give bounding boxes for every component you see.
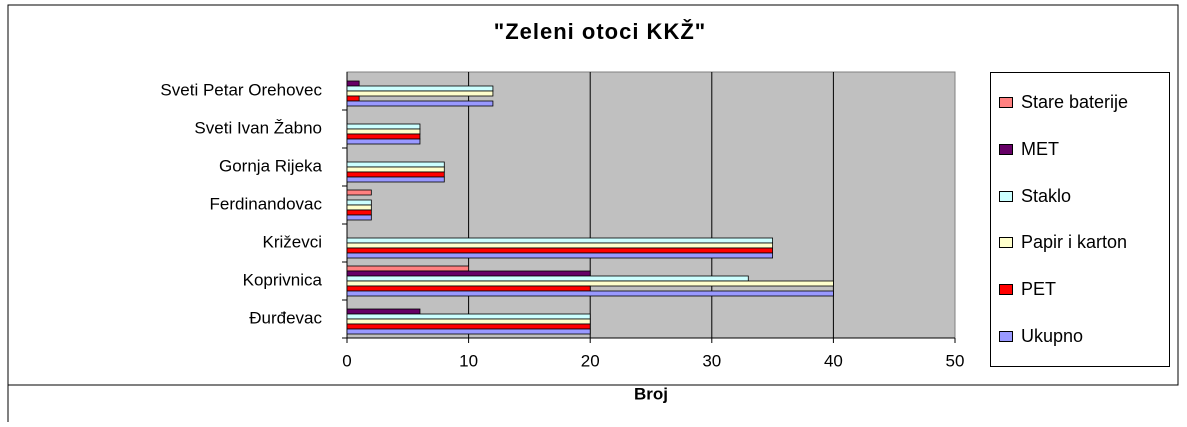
y-tick-label: Sveti Ivan Žabno: [194, 118, 322, 137]
bar: [346, 204, 372, 211]
legend-entry: Stare baterije: [999, 92, 1161, 113]
x-tick-label: 30: [702, 351, 721, 370]
legend-swatch: [999, 237, 1013, 249]
bar: [346, 252, 774, 259]
bar: [346, 209, 372, 216]
legend-entry: MET: [999, 139, 1161, 160]
legend-label: PET: [1021, 279, 1057, 300]
legend: Stare baterije MET Staklo Papir i karton PET…: [990, 72, 1170, 367]
legend-label: Papir i karton: [1021, 232, 1128, 253]
bar: [346, 189, 372, 196]
bar: [346, 171, 445, 178]
bar: [346, 265, 469, 272]
bar: [346, 247, 774, 254]
bar: [346, 323, 591, 330]
bar: [346, 80, 360, 87]
y-tick-label: Ferdinandovac: [210, 194, 323, 213]
bar: [346, 270, 591, 277]
x-tick-label: 50: [946, 351, 965, 370]
legend-entry: Papir i karton: [999, 232, 1161, 253]
x-tick-label: 40: [824, 351, 843, 370]
legend-swatch: [999, 190, 1013, 202]
legend-label: MET: [1021, 138, 1059, 159]
bar: [346, 313, 591, 320]
legend-entry: Staklo: [999, 186, 1161, 207]
bar: [346, 95, 360, 102]
bar: [346, 100, 494, 107]
legend-swatch: [999, 331, 1013, 343]
bar: [346, 166, 445, 173]
plot-area: [346, 71, 956, 339]
bar: [346, 176, 445, 183]
bar: [346, 214, 372, 221]
y-tick-label: Koprivnica: [243, 270, 323, 289]
bar: [346, 280, 834, 287]
x-axis-label: Broj: [634, 384, 668, 403]
x-tick-label: 10: [459, 351, 478, 370]
bar: [346, 308, 421, 315]
bar: [346, 85, 494, 92]
bar: [346, 128, 421, 135]
y-tick-label: Gornja Rijeka: [219, 156, 323, 175]
bar: [346, 285, 591, 292]
bar: [346, 242, 774, 249]
legend-swatch: [999, 96, 1013, 108]
bar: [346, 138, 421, 145]
legend-entry: PET: [999, 279, 1161, 300]
legend-label: Staklo: [1021, 185, 1072, 206]
x-tick-label: 0: [342, 351, 351, 370]
x-tick-label: 20: [581, 351, 600, 370]
y-tick-label: Đurđevac: [249, 308, 322, 327]
bar: [346, 199, 372, 206]
bar: [346, 237, 774, 244]
bar: [346, 318, 591, 325]
legend-entry: Ukupno: [999, 326, 1161, 347]
bar: [346, 123, 421, 130]
y-tick-label: Križevci: [262, 232, 322, 251]
bar: [346, 275, 749, 282]
bar: [346, 90, 494, 97]
legend-label: Ukupno: [1021, 326, 1084, 347]
legend-swatch: [999, 143, 1013, 155]
bar: [346, 328, 591, 335]
legend-swatch: [999, 284, 1013, 296]
chart-frame: [7, 4, 1179, 422]
legend-label: Stare baterije: [1021, 91, 1129, 112]
bar: [346, 161, 445, 168]
bar: [346, 290, 834, 297]
y-tick-label: Sveti Petar Orehovec: [160, 80, 322, 99]
bar: [346, 133, 421, 140]
chart-title: "Zeleni otoci KKŽ": [494, 19, 706, 44]
